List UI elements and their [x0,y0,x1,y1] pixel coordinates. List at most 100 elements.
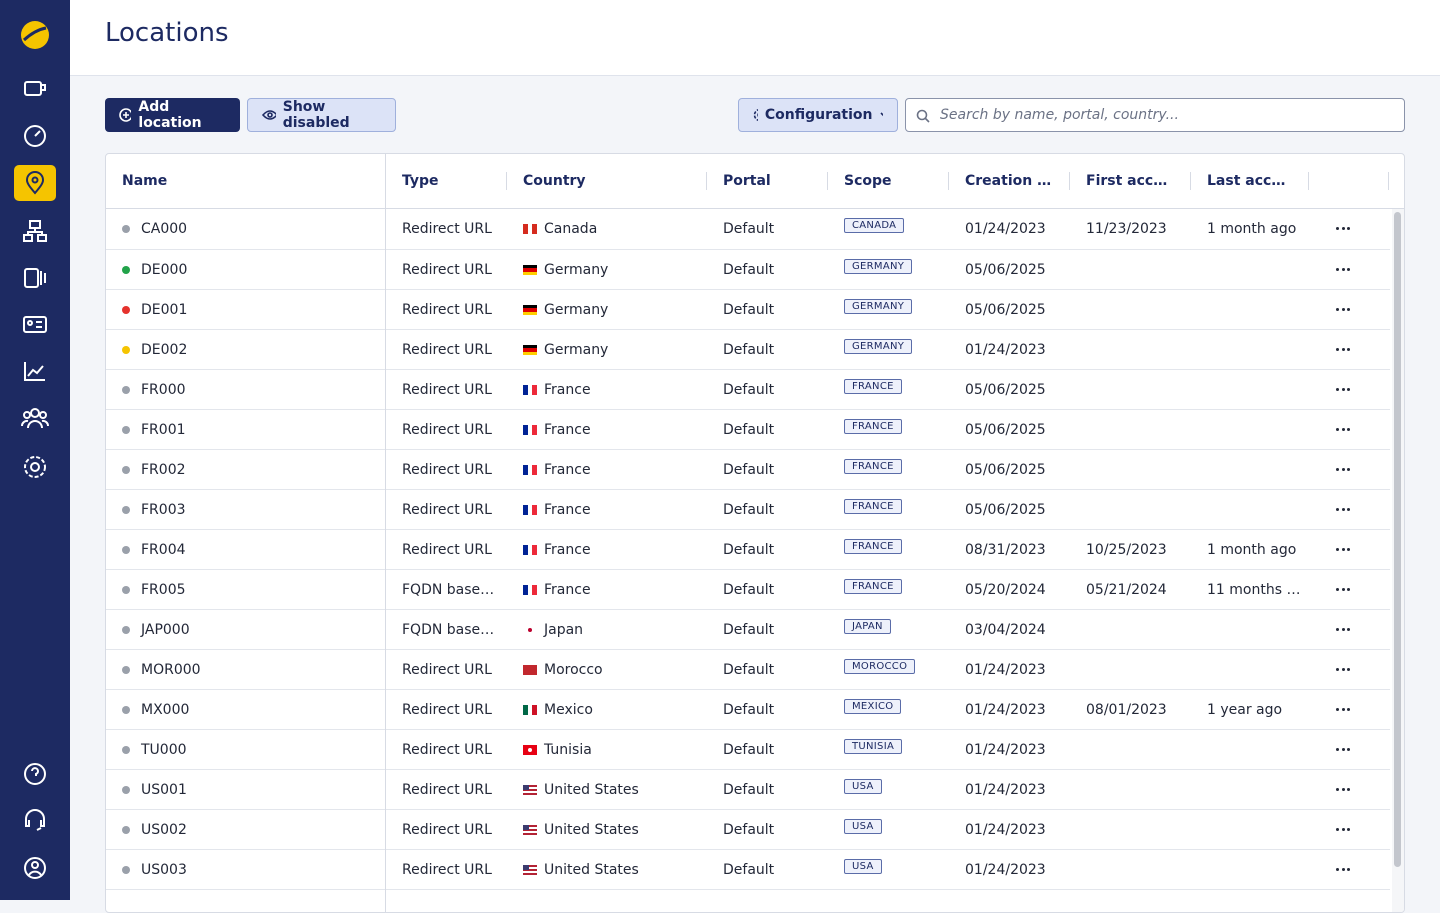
flag-stripe [532,505,537,515]
table-row[interactable]: MOR000 Redirect URL Morocco Default MOROCCO 0… [106,649,1390,689]
table-row[interactable]: FR003 Redirect URL France Default FRANCE 05/0… [106,489,1390,529]
row-actions[interactable] [1336,268,1350,272]
action-dot [1347,468,1350,471]
location-name: US003 [141,862,187,878]
table-row[interactable]: DE000 Redirect URL Germany Default GERMANY 05… [106,249,1390,289]
flag-stripe [523,869,537,871]
show-disabled-button[interactable]: Show disabled [247,98,396,132]
flag-stripe [523,505,528,515]
action-dot [1341,508,1345,511]
header-divider [506,172,507,190]
table-row[interactable]: FR005 FQDN base… France Default FRANCE 05/20/… [106,569,1390,609]
portal: Default [723,422,775,438]
created-date: 01/24/2023 [965,822,1046,838]
status-dot [122,306,130,314]
portal: Default [723,782,775,798]
table-row[interactable]: US002 Redirect URL United States Default USA… [106,809,1390,849]
row-actions[interactable] [1336,308,1350,312]
column-header[interactable]: Type [402,173,439,189]
column-header[interactable]: Creation … [965,173,1052,189]
row-actions[interactable] [1336,868,1350,872]
table-row[interactable]: JAP000 FQDN base… Japan Default JAPAN 03/04/2… [106,609,1390,649]
table-row[interactable]: CA000 Redirect URL Canada Default CANADA 01/2… [106,209,1390,249]
created-date: 01/24/2023 [965,702,1046,718]
portal: Default [723,221,775,237]
action-dot [1347,388,1350,391]
action-dot [1341,628,1345,631]
status-dot [122,225,130,233]
column-header[interactable]: Name [122,173,168,189]
table-row[interactable]: FR002 Redirect URL France Default FRANCE 05/0… [106,449,1390,489]
action-dot [1336,308,1339,311]
status-dot [122,426,130,434]
row-actions[interactable] [1336,748,1350,752]
type: Redirect URL [402,822,492,838]
action-dot [1347,748,1350,751]
scope-badge: TUNISIA [844,739,903,754]
status-dot [122,586,130,594]
flag-stripe [523,265,537,269]
row-actions[interactable] [1336,508,1350,512]
row-actions[interactable] [1336,588,1350,592]
action-dot [1341,828,1345,831]
row-actions[interactable] [1336,828,1350,832]
action-dot [1336,348,1339,351]
status-dot [122,506,130,514]
portal: Default [723,582,775,598]
table-row[interactable]: FR004 Redirect URL France Default FRANCE 08/3… [106,529,1390,569]
action-dot [1347,628,1350,631]
table-row[interactable]: DE001 Redirect URL Germany Default GERMANY 05… [106,289,1390,329]
scope-badge: GERMANY [844,339,913,354]
scope-badge: FRANCE [844,499,902,514]
search-input[interactable]: Search by name, portal, country... [905,98,1405,132]
column-header[interactable]: Last acc… [1207,173,1286,189]
row-actions[interactable] [1336,548,1350,552]
portal: Default [723,822,775,838]
column-header[interactable]: Country [523,173,586,189]
country: Tunisia [544,742,592,758]
header-divider [827,172,828,190]
table-row[interactable] [106,889,1390,912]
type: Redirect URL [402,262,492,278]
flag-stripe [532,465,537,475]
configuration-button[interactable]: Configuration [738,98,898,132]
table-row[interactable]: US001 Redirect URL United States Default USA… [106,769,1390,809]
flag-stripe [523,833,537,835]
table-row[interactable]: FR001 Redirect URL France Default FRANCE 05/0… [106,409,1390,449]
table-row[interactable]: DE002 Redirect URL Germany Default GERMANY 01… [106,329,1390,369]
last-date: 11 months … [1207,582,1301,598]
portal: Default [723,382,775,398]
row-actions[interactable] [1336,628,1350,632]
scope-badge: FRANCE [844,419,902,434]
flag-stripe [523,385,528,395]
row-actions[interactable] [1336,788,1350,792]
row-actions[interactable] [1336,668,1350,672]
flag-stripe [523,351,537,355]
type: Redirect URL [402,382,492,398]
country: France [544,542,591,558]
table-row[interactable]: MX000 Redirect URL Mexico Default MEXICO 01/2… [106,689,1390,729]
column-header[interactable]: First acc… [1086,173,1168,189]
table-row[interactable]: FR000 Redirect URL France Default FRANCE 05/0… [106,369,1390,409]
row-actions[interactable] [1336,348,1350,352]
plus-icon [119,108,132,122]
scrollbar-thumb[interactable] [1394,212,1401,867]
column-header[interactable]: Portal [723,173,771,189]
row-actions[interactable] [1336,388,1350,392]
table-row[interactable]: TU000 Redirect URL Tunisia Default TUNISIA 01… [106,729,1390,769]
table-row[interactable]: US003 Redirect URL United States Default USA… [106,849,1390,889]
row-actions[interactable] [1336,468,1350,472]
flag-canton [523,785,529,790]
column-header[interactable]: Scope [844,173,892,189]
row-actions[interactable] [1336,708,1350,712]
scope-badge: MOROCCO [844,659,916,674]
row-actions[interactable] [1336,227,1350,231]
location-name: FR003 [141,502,186,518]
location-name: MX000 [141,702,190,718]
flag-stripe [527,505,533,515]
add-location-button[interactable]: Add location [105,98,240,132]
location-name: FR004 [141,542,186,558]
eye-icon [262,110,276,120]
row-actions[interactable] [1336,428,1350,432]
sidebar [0,0,70,900]
